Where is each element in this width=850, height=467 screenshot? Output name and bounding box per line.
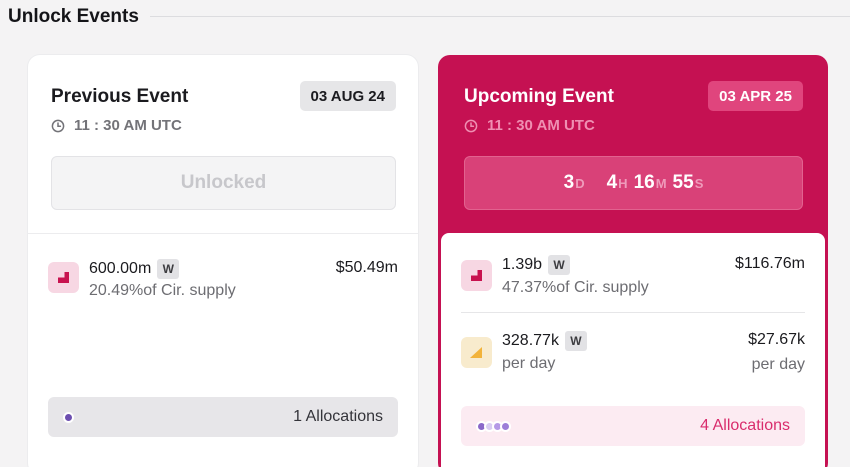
linear-amount-value: 328.77k <box>502 332 559 349</box>
countdown-hours-unit: H <box>618 176 628 191</box>
previous-event-header: Previous Event 03 AUG 24 11 : 30 AM UTC … <box>28 55 418 233</box>
upcoming-event-time-text: 11 : 30 AM UTC <box>487 117 595 134</box>
unlocked-status: Unlocked <box>51 156 396 210</box>
upcoming-event-time: 11 : 30 AM UTC <box>464 117 595 134</box>
upcoming-event-card: Upcoming Event 03 APR 25 11 : 30 AM UTC … <box>438 55 828 467</box>
countdown-hours-value: 4 <box>606 172 618 193</box>
linear-rate-label: per day <box>502 355 556 372</box>
linear-value-rate-label: per day <box>751 356 805 373</box>
allocations-label: 4 Allocations <box>700 417 790 434</box>
unlock-row: 1.39b W 47.37%of Cir. supply $116.76m <box>441 255 825 305</box>
clock-icon <box>51 119 65 132</box>
countdown-days-value: 3 <box>563 172 575 193</box>
previous-event-time-text: 11 : 30 AM UTC <box>74 117 182 134</box>
countdown-seconds: 55 S <box>673 172 704 194</box>
supply-percent: 20.49%of Cir. supply <box>89 282 236 299</box>
previous-event-date-badge: 03 AUG 24 <box>299 81 396 111</box>
linear-unlock-row: 328.77k W per day $27.67k per day <box>441 329 825 379</box>
countdown-hms: 4 H 16 M 55 S <box>607 172 704 194</box>
unlock-amount-value: 600.00m <box>89 260 152 277</box>
upcoming-event-header: Upcoming Event 03 APR 25 11 : 30 AM UTC … <box>438 55 828 233</box>
upcoming-event-title: Upcoming Event <box>464 86 614 107</box>
unlock-row: 600.00m W 20.49%of Cir. supply $50.49m <box>28 256 418 306</box>
countdown-days-unit: D <box>575 176 585 191</box>
linear-amount: 328.77k W <box>502 331 587 351</box>
title-divider <box>150 16 850 17</box>
unlock-value: $116.76m <box>735 255 805 272</box>
previous-event-card: Previous Event 03 AUG 24 11 : 30 AM UTC … <box>28 55 418 467</box>
page-title: Unlock Events <box>8 6 139 27</box>
countdown-hours: 4 H <box>607 172 628 194</box>
upcoming-event-body: 1.39b W 47.37%of Cir. supply $116.76m 32… <box>441 233 825 467</box>
unlock-value: $50.49m <box>335 259 398 276</box>
unlock-amount-value: 1.39b <box>502 256 543 273</box>
clock-icon <box>464 119 478 132</box>
allocation-dot <box>500 420 511 432</box>
supply-percent: 47.37%of Cir. supply <box>502 279 649 296</box>
countdown-seconds-value: 55 <box>672 172 694 193</box>
previous-event-time: 11 : 30 AM UTC <box>51 117 182 134</box>
allocations-label: 1 Allocations <box>293 408 383 425</box>
allocations-button[interactable]: 4 Allocations <box>461 406 805 446</box>
upcoming-event-date-badge: 03 APR 25 <box>708 81 803 111</box>
allocation-dots <box>476 420 511 432</box>
unlock-amount: 1.39b W <box>502 255 571 275</box>
countdown-timer: 3 D 4 H 16 M 55 S <box>464 156 803 210</box>
allocation-dots <box>63 411 74 423</box>
row-divider <box>461 312 805 313</box>
allocation-dot <box>63 411 74 423</box>
token-badge: W <box>157 259 180 279</box>
amber-linear-icon <box>461 337 492 368</box>
token-badge: W <box>548 255 571 275</box>
countdown-minutes-unit: M <box>655 176 667 191</box>
countdown-minutes-value: 16 <box>633 172 655 193</box>
countdown-seconds-unit: S <box>694 176 704 191</box>
linear-value: $27.67k <box>748 331 805 348</box>
countdown-days: 3 D <box>564 172 585 194</box>
unlock-amount: 600.00m W <box>89 259 180 279</box>
previous-event-body: 600.00m W 20.49%of Cir. supply $50.49m 1… <box>28 233 418 467</box>
token-badge: W <box>564 331 587 351</box>
pink-unlock-icon <box>461 260 492 291</box>
pink-unlock-icon <box>48 262 79 293</box>
countdown-minutes: 16 M <box>634 172 667 194</box>
allocations-button[interactable]: 1 Allocations <box>48 397 398 437</box>
previous-event-title: Previous Event <box>51 86 189 107</box>
